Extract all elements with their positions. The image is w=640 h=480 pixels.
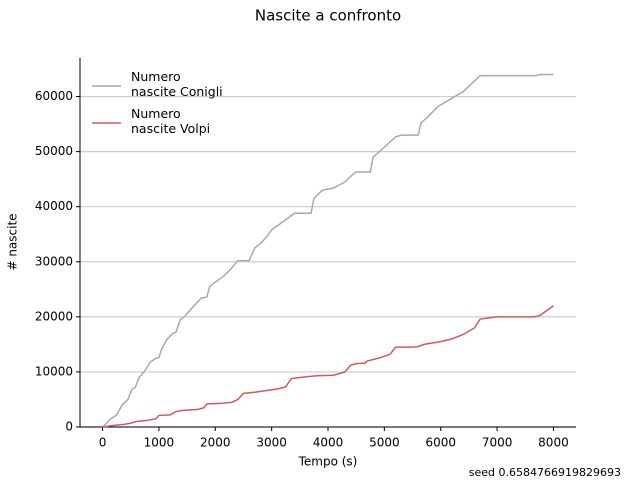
x-tick-label: 6000 xyxy=(425,436,456,450)
x-tick-label: 2000 xyxy=(200,436,231,450)
legend-label: Numero nascite Conigli xyxy=(131,69,223,99)
x-tick-label: 1000 xyxy=(144,436,175,450)
y-axis-label: # nascite xyxy=(6,213,20,270)
x-tick-label: 4000 xyxy=(313,436,344,450)
y-tick-label: 60000 xyxy=(35,89,73,103)
y-tick-label: 40000 xyxy=(35,199,73,213)
y-tick-label: 30000 xyxy=(35,254,73,268)
y-tick-label: 10000 xyxy=(35,364,73,378)
x-tick-label: 7000 xyxy=(482,436,513,450)
y-tick-label: 20000 xyxy=(35,309,73,323)
series-line xyxy=(102,305,554,428)
y-tick-label: 0 xyxy=(65,420,73,434)
series-line xyxy=(102,73,554,428)
x-tick-label: 0 xyxy=(99,436,107,450)
y-tick-label: 50000 xyxy=(35,144,73,158)
x-tick-label: 3000 xyxy=(256,436,287,450)
chart-title: Nascite a confronto xyxy=(255,7,401,25)
x-axis-label: Tempo (s) xyxy=(298,455,358,469)
footer-note: seed 0.6584766919829693 xyxy=(469,466,621,479)
legend-label: Numero nascite Volpi xyxy=(131,106,211,136)
x-tick-label: 5000 xyxy=(369,436,400,450)
x-tick-label: 8000 xyxy=(538,436,569,450)
